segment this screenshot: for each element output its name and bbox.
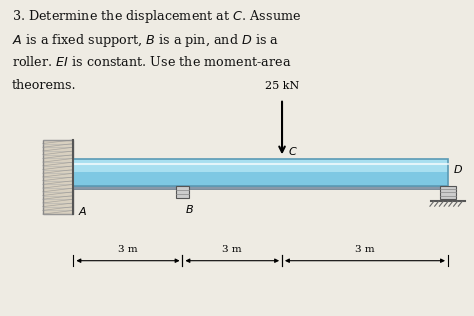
Text: $A$: $A$	[78, 205, 88, 216]
Text: $A$ is a fixed support, $B$ is a pin, and $D$ is a: $A$ is a fixed support, $B$ is a pin, an…	[12, 32, 279, 49]
Bar	[440, 185, 456, 199]
Bar	[73, 159, 448, 172]
Text: 3 m: 3 m	[222, 245, 242, 254]
Text: 3. Determine the displacement at $C$. Assume: 3. Determine the displacement at $C$. As…	[12, 8, 301, 25]
Text: 25 kN: 25 kN	[265, 81, 299, 91]
Text: 3 m: 3 m	[355, 245, 375, 254]
Text: $C$: $C$	[288, 145, 298, 157]
Text: $B$: $B$	[185, 203, 194, 215]
Bar	[73, 172, 448, 185]
Bar	[43, 140, 73, 214]
Bar	[73, 159, 448, 185]
Text: roller. $EI$ is constant. Use the moment-area: roller. $EI$ is constant. Use the moment…	[12, 55, 291, 69]
Text: 3 m: 3 m	[118, 245, 138, 254]
Text: theorems.: theorems.	[12, 79, 76, 92]
Text: $D$: $D$	[453, 163, 463, 175]
Bar	[73, 185, 448, 189]
Bar	[176, 186, 189, 198]
